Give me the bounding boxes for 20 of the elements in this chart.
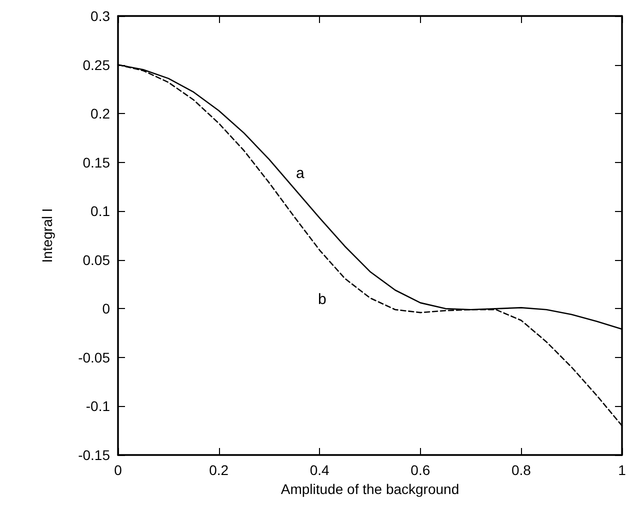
annotation: a bbox=[296, 165, 305, 182]
x-tick-label: 0.4 bbox=[310, 462, 330, 478]
x-tick-label: 0.8 bbox=[511, 462, 532, 478]
y-axis-title: Integral I bbox=[39, 208, 55, 263]
y-tick-label: 0.25 bbox=[82, 56, 110, 73]
y-tick-label: 0.3 bbox=[90, 8, 110, 24]
y-tick-label: 0.05 bbox=[82, 252, 110, 268]
y-tick-label: 0.1 bbox=[90, 203, 110, 220]
x-tick-label: 0.6 bbox=[410, 462, 430, 478]
x-tick-label: 0 bbox=[114, 462, 122, 478]
x-tick-label: 1 bbox=[618, 462, 626, 478]
annotation: b bbox=[318, 291, 326, 308]
y-tick-label: -0.1 bbox=[86, 398, 110, 414]
y-tick-label: -0.15 bbox=[78, 447, 110, 463]
y-tick-label: 0 bbox=[102, 300, 110, 317]
y-tick-label: -0.05 bbox=[78, 349, 110, 366]
x-axis-title: Amplitude of the background bbox=[280, 480, 460, 497]
y-tick-label: 0.15 bbox=[82, 154, 110, 170]
x-tick-label: 0.2 bbox=[209, 462, 229, 478]
y-tick-label: 0.2 bbox=[90, 106, 110, 122]
